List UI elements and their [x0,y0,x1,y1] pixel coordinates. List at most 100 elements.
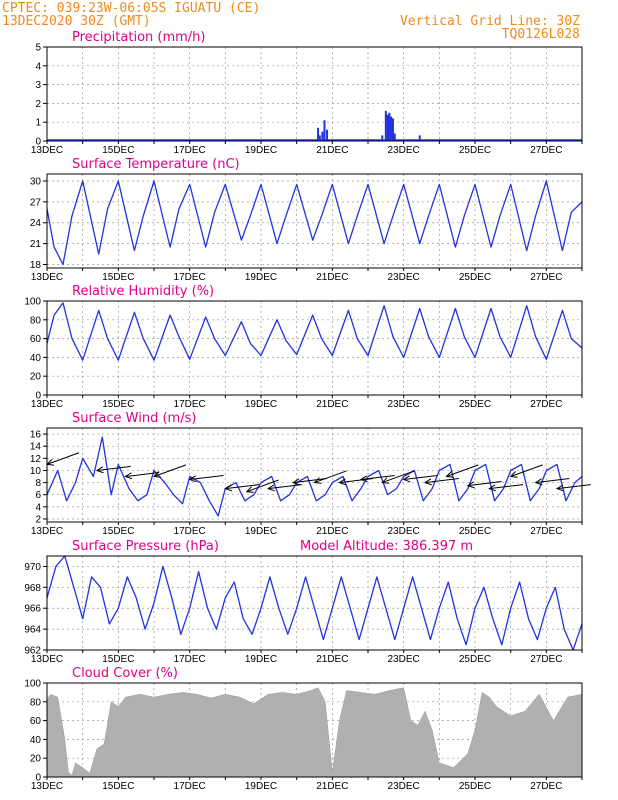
wind-arrow [96,465,131,471]
wind-arrow [467,481,502,487]
wind-arrow-head [445,471,454,478]
humidity-ytick-label: 40 [30,353,42,364]
pressure-ytick-label: 966 [24,604,41,615]
humidity-line [46,302,583,361]
wind-arrow [510,464,543,477]
temp-panel: 18 21 24 27 30 13DEC 15DEC 17DEC 19DEC 21DEC 23DEC… [30,173,583,283]
wind-arrow [268,484,302,490]
header-model-code: TQ0126L028 [502,27,580,42]
temp-xtick-label: 15DEC [102,272,134,283]
precip-xtick-label: 21DEC [316,145,348,156]
cloud-xtick-label: 15DEC [102,781,134,792]
wind-arrow-head [534,478,543,486]
wind-ytick-label: 16 [30,430,42,441]
humidity-title: Relative Humidity (%) [72,284,214,299]
wind-title: Surface Wind (m/s) [72,411,196,426]
precip-bar [388,112,391,141]
humidity-ytick-label: 0 [35,391,41,402]
precip-frame [46,46,583,142]
wind-xtick-label: 19DEC [245,526,277,537]
precip-ytick-label: 3 [35,80,41,91]
wind-arrow-head [423,478,432,486]
precip-bar [317,127,320,141]
precip-panel: 0 1 2 3 4 5 13DEC 15DEC 17DEC 19DEC 21DEC 23DEC 25DE… [31,43,583,156]
cloud-ytick-label: 100 [24,679,41,690]
cloud-xtick-label: 13DEC [31,781,63,792]
header-station: CPTEC: 039:23W-06:05S IGUATU (CE) [2,1,260,16]
pressure-ytick-label: 962 [24,646,41,657]
wind-arrow [403,474,438,481]
wind-ytick-label: 2 [35,514,41,525]
pressure-xtick-label: 27DEC [530,654,562,665]
cloud-xtick-label: 19DEC [245,781,277,792]
cloud-area [46,687,583,778]
wind-arrow-head [402,475,411,483]
humidity-xtick-label: 23DEC [388,399,420,410]
temp-frame [46,173,583,269]
wind-arrow-head [95,466,104,474]
pressure-xtick-label: 21DEC [316,654,348,665]
precip-bar [386,114,389,141]
humidity-xtick-label: 17DEC [174,399,206,410]
precip-ytick-label: 2 [35,99,41,110]
precip-ytick-label: 0 [35,137,41,148]
precip-ytick-label: 4 [35,61,41,72]
cloud-xtick-label: 23DEC [388,781,420,792]
precip-bar [384,110,387,141]
wind-arrow [125,471,160,478]
cloud-ytick-label: 40 [30,735,42,746]
temp-title: Surface Temperature (nC) [72,157,240,172]
humidity-ytick-label: 60 [30,334,42,345]
cloud-xtick-label: 21DEC [316,781,348,792]
wind-arrow-head [188,475,197,483]
temp-xtick-label: 19DEC [245,272,277,283]
wind-arrow [153,464,187,477]
cloud-panel: 0 20 40 60 80 100 13DEC 15DEC 17DEC 19DEC 21DEC 23D… [24,679,583,792]
temp-xtick-label: 13DEC [31,272,63,283]
wind-arrow-head [152,471,162,478]
pressure-xtick-label: 25DEC [459,654,491,665]
precip-bar [321,131,324,141]
wind-line [46,436,583,517]
wind-arrow-head [291,478,300,486]
temp-xtick-label: 23DEC [388,272,420,283]
precip-title: Precipitation (mm/h) [72,30,205,45]
humidity-xtick-label: 25DEC [459,399,491,410]
precip-xtick-label: 23DEC [388,145,420,156]
pressure-title: Surface Pressure (hPa) [72,539,219,554]
precip-xtick-label: 25DEC [459,145,491,156]
wind-ytick-label: 4 [35,502,41,513]
precip-xtick-label: 15DEC [102,145,134,156]
precip-bar [390,116,393,141]
pressure-ytick-label: 964 [24,625,41,636]
wind-ytick-label: 6 [35,490,41,501]
cloud-ytick-label: 60 [30,716,42,727]
humidity-xtick-label: 13DEC [31,399,63,410]
cloud-ytick-label: 0 [35,773,41,784]
temp-xtick-label: 17DEC [174,272,206,283]
pressure-xtick-label: 19DEC [245,654,277,665]
precip-bar [418,135,421,141]
header-date: 13DEC2020 30Z (GMT) [2,14,151,29]
cloud-frame [46,682,583,778]
wind-arrow-head [466,481,475,489]
wind-arrow-head [555,484,564,492]
cloud-ytick-label: 20 [30,754,42,765]
cloud-title: Cloud Cover (%) [72,666,178,681]
wind-arrow [556,484,591,490]
pressure-xtick-label: 17DEC [174,654,206,665]
temp-xtick-label: 21DEC [316,272,348,283]
cloud-ytick-label: 80 [30,697,42,708]
wind-xtick-label: 23DEC [388,526,420,537]
wind-ytick-label: 10 [30,466,42,477]
precip-bar [391,118,394,141]
wind-arrow [425,478,459,484]
humidity-xtick-label: 21DEC [316,399,348,410]
cloud-xtick-label: 27DEC [530,781,562,792]
wind-arrow-head [488,484,497,492]
wind-ytick-label: 8 [35,478,41,489]
pressure-xtick-label: 13DEC [31,654,63,665]
precip-ytick-label: 1 [35,118,41,129]
